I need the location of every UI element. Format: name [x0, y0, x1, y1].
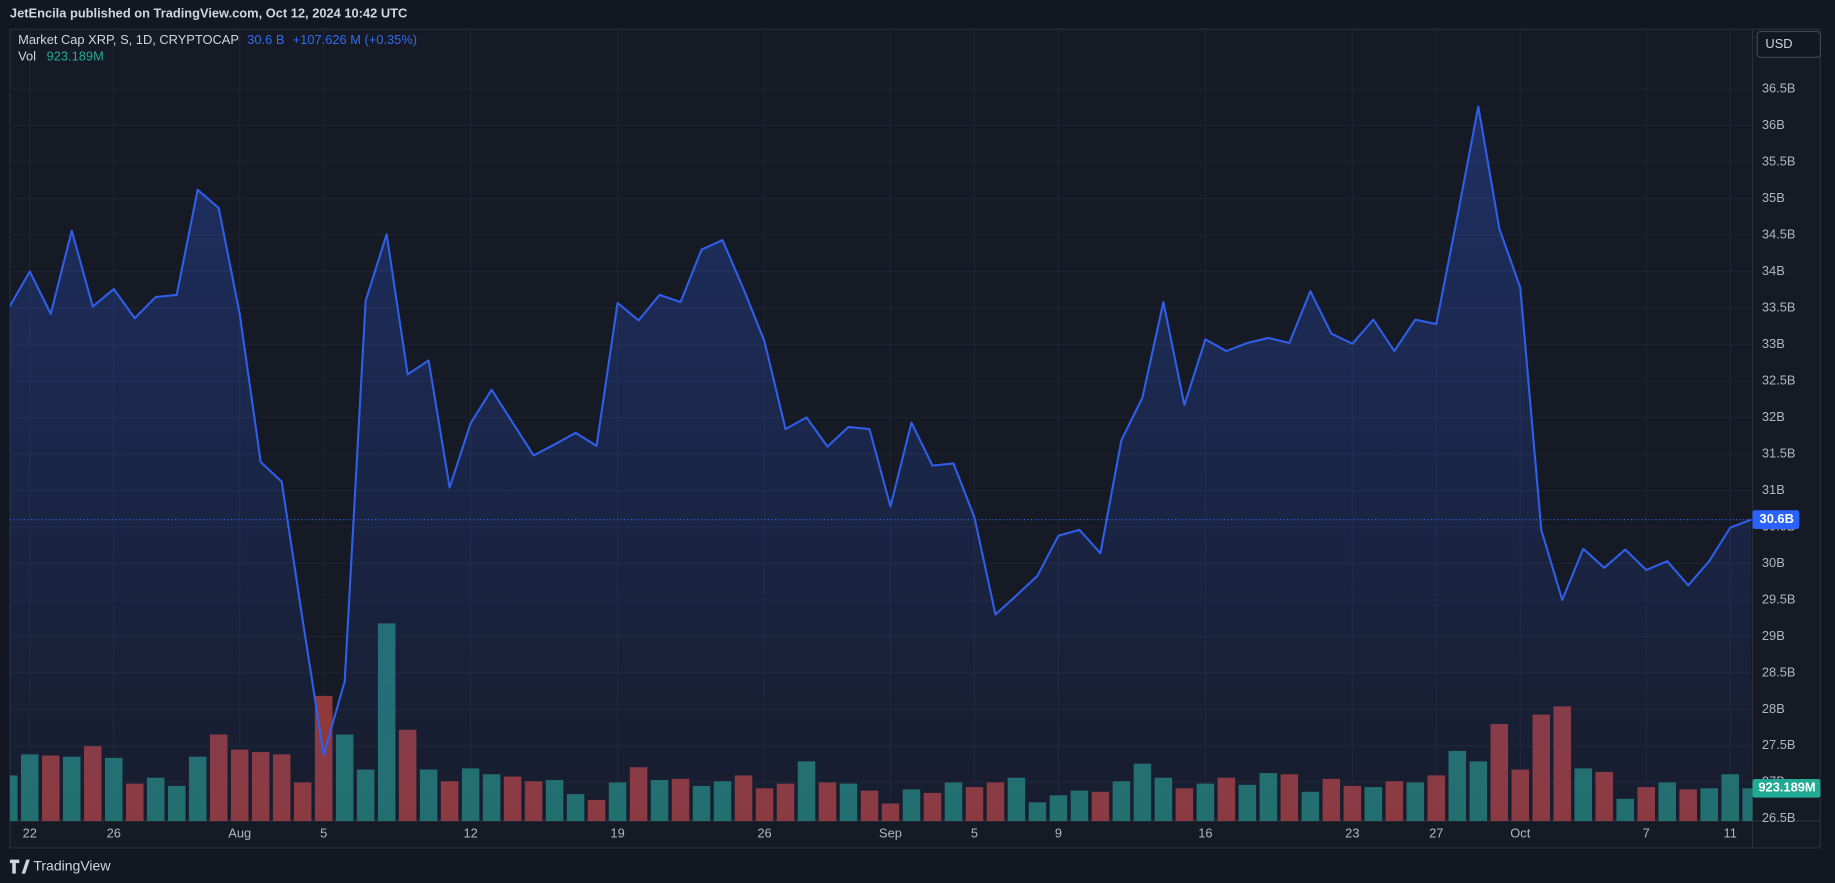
x-tick-label: 9	[1055, 825, 1062, 840]
symbol-title: Market Cap XRP, S, 1D, CRYPTOCAP	[18, 32, 239, 47]
x-tick-label: 26	[757, 825, 771, 840]
x-tick-label: Oct	[1510, 825, 1530, 840]
area	[9, 106, 1752, 822]
y-tick-label: 35.5B	[1762, 153, 1796, 168]
last-price-badge	[1752, 510, 1800, 529]
x-tick-label: 7	[1643, 825, 1650, 840]
y-tick-label: 31.5B	[1762, 445, 1796, 460]
x-tick-label: 27	[1429, 825, 1443, 840]
y-tick-label: 33.5B	[1762, 299, 1796, 314]
y-tick-label: 28B	[1762, 701, 1785, 716]
axes: 26.5B27B27.5B28B28.5B29B29.5B30B30.5B31B…	[23, 80, 1821, 840]
price-line	[9, 105, 1752, 756]
volume-value: 923.189M	[47, 49, 104, 64]
y-tick-label: 32B	[1762, 409, 1785, 424]
last-price-label: 30.6B	[1760, 511, 1794, 526]
x-tick-label: 16	[1198, 825, 1212, 840]
plot-area	[9, 105, 1753, 822]
y-tick-label: 30B	[1762, 555, 1785, 570]
y-tick-label: 34.5B	[1762, 226, 1796, 241]
x-tick-label: 23	[1345, 825, 1359, 840]
y-tick-label: 35B	[1762, 190, 1785, 205]
y-tick-label: 29B	[1762, 628, 1785, 643]
x-tick-label: 5	[320, 825, 327, 840]
y-tick-label: 28.5B	[1762, 664, 1796, 679]
y-tick-label: 31B	[1762, 482, 1785, 497]
x-tick-label: 19	[610, 825, 624, 840]
volume-badge	[1752, 778, 1821, 798]
y-tick-label: 36.5B	[1762, 80, 1796, 95]
x-tick-label: 22	[23, 825, 37, 840]
last-value: 30.6 B	[247, 32, 284, 47]
x-tick-label: 26	[107, 825, 121, 840]
legend: Market Cap XRP, S, 1D, CRYPTOCAP 30.6 B …	[18, 32, 417, 47]
publisher: JetEncila published on TradingView.com, …	[10, 5, 407, 20]
volume-name: Vol	[18, 49, 36, 64]
y-tick-label: 36B	[1762, 117, 1785, 132]
y-tick-label: 26.5B	[1762, 810, 1796, 825]
y-tick-label: 27.5B	[1762, 737, 1796, 752]
volume-badge-label: 923.189M	[1758, 780, 1815, 795]
volume-legend: Vol 923.189M	[18, 49, 104, 64]
y-tick-label: 32.5B	[1762, 372, 1796, 387]
x-tick-label: 11	[1724, 825, 1737, 840]
currency[interactable]: USD	[1765, 36, 1792, 51]
y-tick-label: 29.5B	[1762, 591, 1796, 606]
currency-button[interactable]	[1756, 30, 1821, 58]
y-tick-label: 33B	[1762, 336, 1785, 351]
x-tick-label: Aug	[228, 825, 251, 840]
x-tick-label: Sep	[879, 825, 902, 840]
x-tick-label: 5	[971, 825, 978, 840]
y-tick-label: 34B	[1762, 263, 1785, 278]
brand: TradingView	[33, 857, 111, 873]
x-tick-label: 12	[463, 825, 477, 840]
brand-logo	[9, 859, 30, 874]
change: +107.626 M (+0.35%)	[293, 32, 417, 47]
